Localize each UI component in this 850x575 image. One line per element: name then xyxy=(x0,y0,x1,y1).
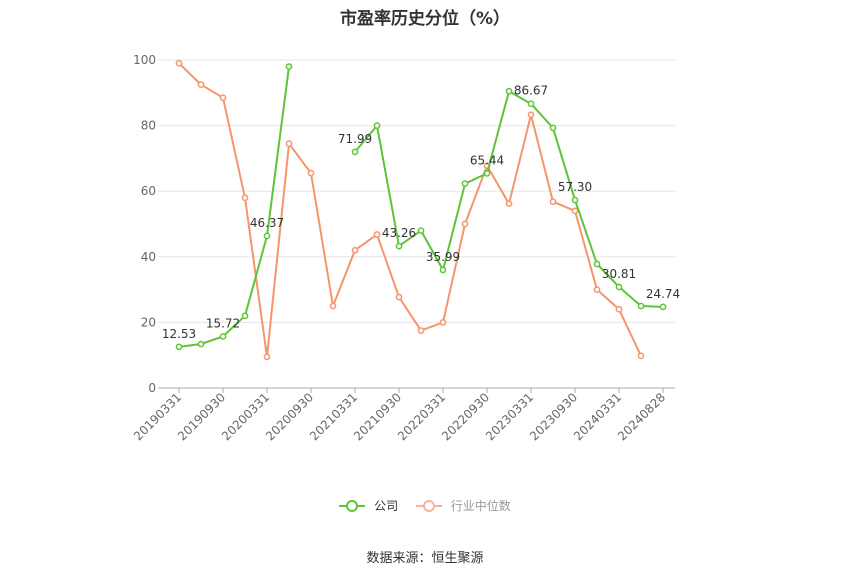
data-point xyxy=(307,169,315,177)
source-text: 数据来源：恒生聚源 xyxy=(366,551,484,566)
y-tick-label: 100 xyxy=(133,53,156,67)
series-line xyxy=(178,66,290,348)
data-point xyxy=(637,302,645,310)
data-point xyxy=(593,286,601,293)
legend-industry-label: 行业中位数 xyxy=(450,499,511,513)
legend-company-marker-icon xyxy=(339,499,366,512)
data-point xyxy=(175,343,183,351)
data-label: 65.44 xyxy=(470,153,504,167)
data-point xyxy=(351,148,359,156)
data-point xyxy=(439,319,447,326)
data-point xyxy=(241,312,249,320)
data-label: 86.67 xyxy=(514,84,548,98)
data-point xyxy=(593,260,601,268)
y-tick-label: 80 xyxy=(141,119,156,133)
axes: 0204060801002019033120190930202003312020… xyxy=(131,53,675,443)
data-label: 12.53 xyxy=(162,327,196,341)
data-point xyxy=(571,207,579,215)
data-point xyxy=(461,220,469,228)
data-point xyxy=(395,242,403,250)
data-point xyxy=(219,94,227,102)
data-point xyxy=(373,122,381,129)
data-point xyxy=(395,293,403,301)
data-point xyxy=(329,302,337,310)
data-point xyxy=(659,303,667,311)
data-point xyxy=(527,100,535,108)
data-point xyxy=(461,180,469,188)
y-tick-label: 20 xyxy=(141,315,156,329)
chart-title: 市盈率历史分位（%） xyxy=(339,9,511,29)
grid-lines xyxy=(158,59,675,323)
data-label: 43.26 xyxy=(382,226,416,240)
data-point xyxy=(417,327,425,334)
data-point xyxy=(197,81,205,88)
data-labels: 12.53 15.72 46.37 71.99 43.26 35.99 65.44 86.67… xyxy=(162,84,680,341)
data-point xyxy=(373,231,381,238)
data-point xyxy=(571,196,579,204)
series-layer xyxy=(175,59,667,361)
series-line xyxy=(178,62,642,358)
data-point xyxy=(505,200,513,208)
data-point xyxy=(615,305,623,313)
data-point xyxy=(615,283,623,291)
data-point xyxy=(527,111,535,119)
data-point xyxy=(197,340,205,348)
data-point xyxy=(175,59,183,67)
data-point xyxy=(549,124,557,132)
data-point xyxy=(549,198,557,206)
data-point xyxy=(637,352,645,360)
data-label: 24.74 xyxy=(646,287,680,301)
data-point xyxy=(219,333,227,340)
data-label: 15.72 xyxy=(206,316,240,330)
data-label: 30.81 xyxy=(602,267,636,281)
data-point xyxy=(417,227,425,234)
data-point xyxy=(483,170,491,177)
legend-item-company[interactable]: 公司 xyxy=(339,497,398,514)
legend-item-industry[interactable]: 行业中位数 xyxy=(415,497,511,514)
data-point xyxy=(285,63,293,70)
legend-company-label: 公司 xyxy=(374,499,399,513)
legend-industry-marker-icon xyxy=(415,499,442,512)
legend: 公司 行业中位数 xyxy=(0,497,850,514)
data-label: 71.99 xyxy=(338,132,372,146)
data-label: 57.30 xyxy=(558,180,592,194)
data-point xyxy=(263,232,271,240)
data-label: 46.37 xyxy=(250,216,284,230)
data-point xyxy=(439,266,447,274)
y-tick-label: 0 xyxy=(148,381,156,395)
data-point xyxy=(285,140,293,147)
y-tick-label: 40 xyxy=(141,250,156,264)
y-tick-label: 60 xyxy=(141,184,156,198)
data-point xyxy=(505,87,513,95)
data-label: 35.99 xyxy=(426,250,460,264)
series-company xyxy=(175,63,667,351)
x-tick-label: 20240828 xyxy=(615,390,668,443)
data-point xyxy=(241,194,249,202)
data-point xyxy=(351,246,359,254)
data-point xyxy=(263,353,271,361)
